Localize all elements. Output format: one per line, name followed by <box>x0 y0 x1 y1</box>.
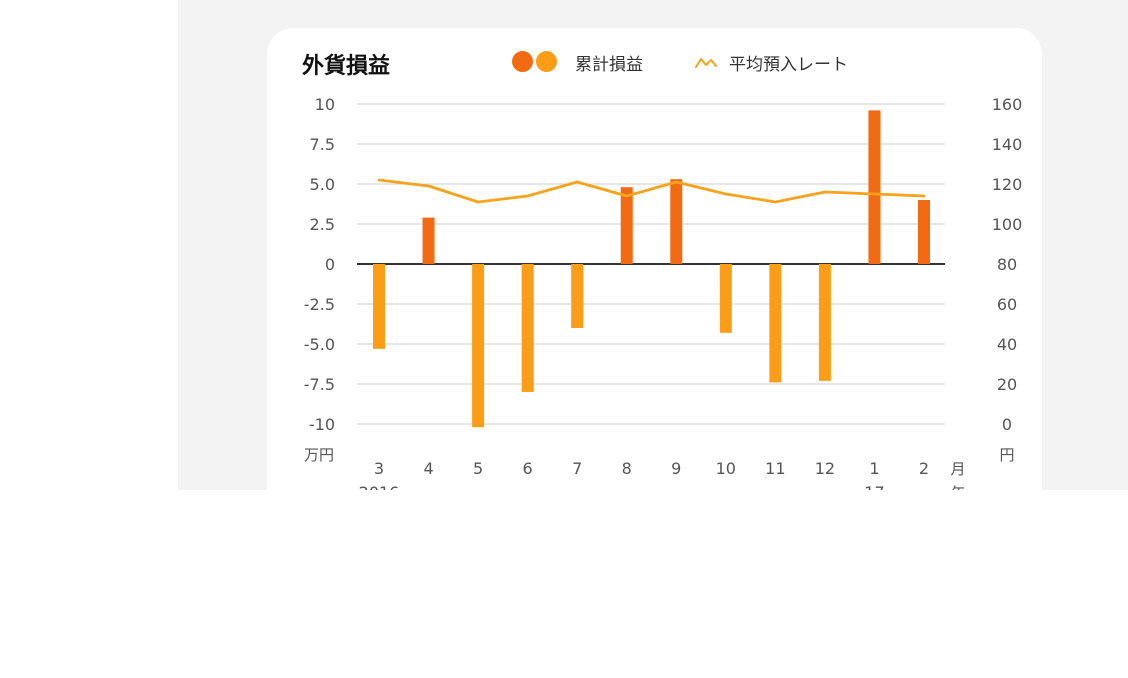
left-tick-label: 2.5 <box>310 215 335 234</box>
x-tick-label: 9 <box>671 459 681 478</box>
x-tick-label: 2 <box>919 459 929 478</box>
x-tick-label: 10 <box>716 459 736 478</box>
x-tick-label: 11 <box>765 459 785 478</box>
bar-7 <box>571 264 584 328</box>
bar-6 <box>521 264 534 392</box>
right-tick-label: 140 <box>992 135 1023 154</box>
right-tick-label: 40 <box>997 335 1017 354</box>
left-tick-label: -2.5 <box>304 295 335 314</box>
bar-5 <box>472 264 485 428</box>
bar-3 <box>373 264 385 349</box>
x-tick-label: 1 <box>869 459 879 478</box>
legend-cumulative-label: 累計損益 <box>575 55 643 75</box>
right-tick-label: 100 <box>992 215 1023 234</box>
grid-lines <box>357 103 945 425</box>
bars <box>373 110 930 428</box>
year-label: 17 <box>864 483 884 490</box>
left-tick-label: 10 <box>315 95 335 114</box>
x-tick-label: 3 <box>374 459 384 478</box>
bar-9 <box>670 179 683 264</box>
right-axis-unit: 円 <box>999 446 1014 464</box>
left-tick-label: -5.0 <box>304 335 335 354</box>
rate-line-layer <box>377 178 926 204</box>
bar-11 <box>769 264 782 383</box>
axis-labels: 107.55.02.50-2.5-5.0-7.5-101601401201008… <box>304 95 1022 490</box>
bar-10 <box>719 264 732 333</box>
left-axis-unit: 万円 <box>304 446 334 464</box>
legend-cumulative-icon <box>512 50 560 72</box>
bar-2 <box>918 200 930 264</box>
legend-line-icon <box>695 58 717 68</box>
x-tick-label: 4 <box>423 459 433 478</box>
left-tick-label: -10 <box>309 415 335 434</box>
left-tick-label: 5.0 <box>310 175 335 194</box>
right-tick-label: 80 <box>997 255 1017 274</box>
x-tick-label: 6 <box>523 459 533 478</box>
right-tick-label: 160 <box>992 95 1023 114</box>
fx-profit-loss-card: 外貨損益 累計損益 平均預入レート 10 7.5 5.0 2.5 0 -2.5 -5.0 -7… <box>267 28 1042 490</box>
bar-4 <box>422 217 435 264</box>
right-tick-label: 0 <box>1002 415 1012 434</box>
bar-12 <box>818 264 831 381</box>
rate-line <box>377 178 926 204</box>
x-axis-unit: 月 <box>950 460 965 478</box>
left-tick-label: 7.5 <box>310 135 335 154</box>
fx-chart: 107.55.02.50-2.5-5.0-7.5-101601401201008… <box>304 95 1022 490</box>
left-tick-label: 0 <box>325 255 335 274</box>
right-tick-label: 120 <box>992 175 1023 194</box>
x-tick-label: 5 <box>473 459 483 478</box>
card-title: 外貨損益 <box>302 54 391 79</box>
legend-rate-label: 平均預入レート <box>729 55 848 75</box>
x-tick-label: 12 <box>815 459 835 478</box>
x-tick-label: 7 <box>572 459 582 478</box>
gain-color-dot <box>512 50 533 72</box>
right-tick-label: 20 <box>997 375 1017 394</box>
left-tick-label: -7.5 <box>304 375 335 394</box>
year-label: 2016 <box>359 483 400 490</box>
bar-8 <box>620 187 633 264</box>
loss-color-dot <box>536 50 557 72</box>
x-tick-label: 8 <box>622 459 632 478</box>
bar-1 <box>868 110 881 265</box>
right-tick-label: 60 <box>997 295 1017 314</box>
year-unit: 年 <box>950 484 965 490</box>
